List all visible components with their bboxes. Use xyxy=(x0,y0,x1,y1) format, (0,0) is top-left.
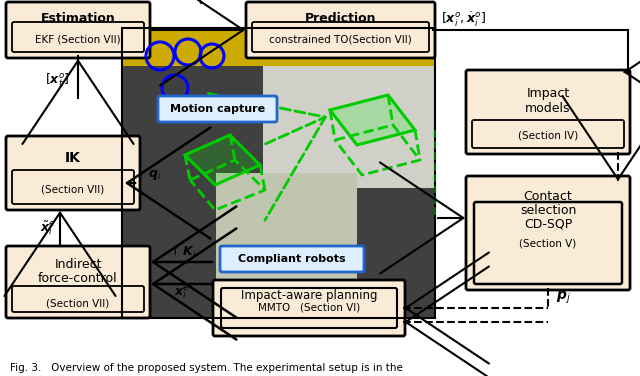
Bar xyxy=(122,28,435,66)
Text: Impact: Impact xyxy=(526,88,570,100)
Text: constrained TO(Section VII): constrained TO(Section VII) xyxy=(269,35,412,45)
Text: Contact: Contact xyxy=(524,190,572,203)
Text: $[\boldsymbol{x}_i^o, \dot{\boldsymbol{x}}_i^o]$: $[\boldsymbol{x}_i^o, \dot{\boldsymbol{x… xyxy=(441,11,486,29)
FancyBboxPatch shape xyxy=(252,22,429,52)
Text: Indirect: Indirect xyxy=(54,258,102,270)
Text: Estimation: Estimation xyxy=(40,12,115,24)
Text: (Section IV): (Section IV) xyxy=(518,130,578,140)
FancyBboxPatch shape xyxy=(474,202,622,284)
Text: models: models xyxy=(525,103,571,115)
FancyBboxPatch shape xyxy=(6,136,140,210)
FancyBboxPatch shape xyxy=(466,176,630,290)
Text: $[\boldsymbol{x}_t^o]$: $[\boldsymbol{x}_t^o]$ xyxy=(45,71,70,89)
FancyBboxPatch shape xyxy=(12,286,144,312)
Polygon shape xyxy=(185,135,260,185)
FancyBboxPatch shape xyxy=(12,170,134,204)
Text: EKF (Section VII): EKF (Section VII) xyxy=(35,35,121,45)
Text: Fig. 3.   Overview of the proposed system. The experimental setup is in the: Fig. 3. Overview of the proposed system.… xyxy=(10,363,403,373)
Text: $\boldsymbol{q}_i$: $\boldsymbol{q}_i$ xyxy=(148,168,161,182)
Text: $\uparrow\boldsymbol{K}_i$: $\uparrow\boldsymbol{K}_i$ xyxy=(167,244,196,260)
Bar xyxy=(122,28,435,318)
Bar xyxy=(122,66,263,318)
Bar xyxy=(122,188,435,318)
Text: (Section V): (Section V) xyxy=(520,239,577,249)
Text: (Section VII): (Section VII) xyxy=(46,299,109,309)
Text: $\boldsymbol{x}_i^e$: $\boldsymbol{x}_i^e$ xyxy=(173,283,189,301)
FancyBboxPatch shape xyxy=(158,96,277,122)
Bar xyxy=(122,28,435,318)
FancyBboxPatch shape xyxy=(6,2,150,58)
Text: (Section VII): (Section VII) xyxy=(42,185,104,195)
FancyBboxPatch shape xyxy=(6,246,150,318)
Text: MMTO   (Section VI): MMTO (Section VI) xyxy=(258,303,360,313)
FancyBboxPatch shape xyxy=(246,2,435,58)
FancyBboxPatch shape xyxy=(12,22,144,52)
Polygon shape xyxy=(330,95,415,145)
Text: Prediction: Prediction xyxy=(305,12,376,24)
Text: Impact-aware planning: Impact-aware planning xyxy=(241,288,377,302)
Text: selection: selection xyxy=(520,205,576,217)
Text: $\dot{\boldsymbol{x}}_t^o$: $\dot{\boldsymbol{x}}_t^o$ xyxy=(190,0,206,7)
FancyBboxPatch shape xyxy=(221,288,397,328)
FancyBboxPatch shape xyxy=(220,246,364,272)
Text: $\boldsymbol{p}_j$: $\boldsymbol{p}_j$ xyxy=(556,290,571,306)
Bar xyxy=(216,173,356,318)
Text: Compliant robots: Compliant robots xyxy=(238,254,346,264)
Text: CD-SQP: CD-SQP xyxy=(524,217,572,230)
FancyBboxPatch shape xyxy=(472,120,624,148)
Text: force-control: force-control xyxy=(38,271,118,285)
FancyBboxPatch shape xyxy=(213,280,405,336)
Bar xyxy=(263,66,435,226)
Text: IK: IK xyxy=(65,151,81,165)
Text: Motion capture: Motion capture xyxy=(170,104,265,114)
Text: $\tilde{\boldsymbol{x}}_i^e$: $\tilde{\boldsymbol{x}}_i^e$ xyxy=(40,219,56,237)
FancyBboxPatch shape xyxy=(466,70,630,154)
